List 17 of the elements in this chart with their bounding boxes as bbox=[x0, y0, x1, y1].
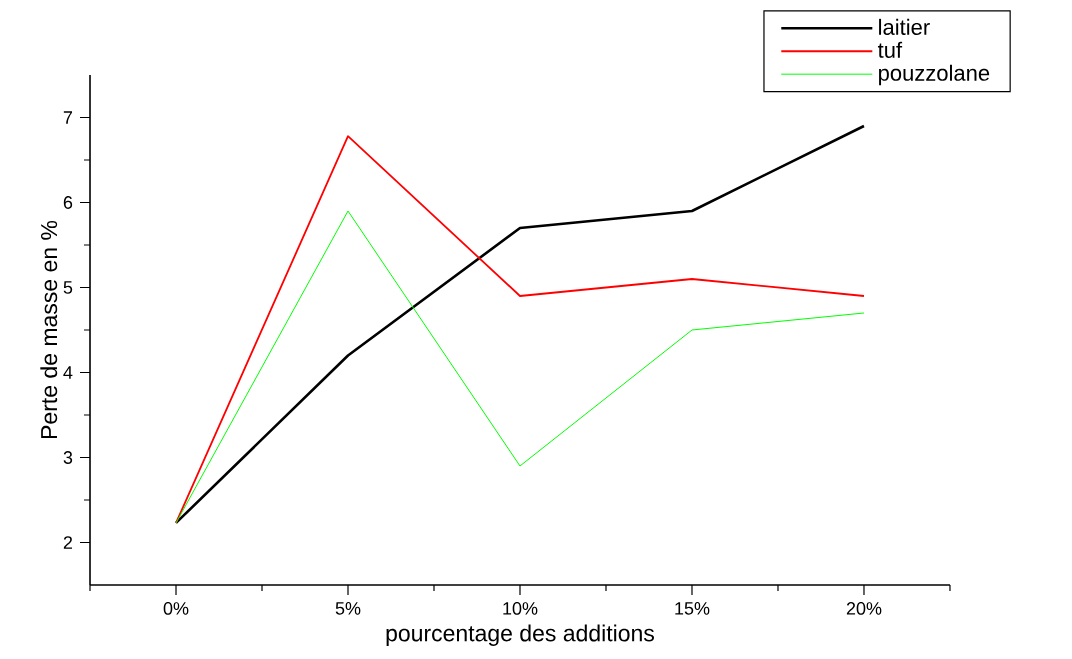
x-tick-label: 5% bbox=[335, 602, 361, 615]
line-series bbox=[175, 210, 865, 524]
x-tick-label: 20% bbox=[846, 602, 882, 615]
legend-label: laitier bbox=[879, 18, 930, 35]
x-tick-label: 0% bbox=[163, 602, 189, 615]
y-axis-title: Perte de masse en % bbox=[40, 220, 58, 439]
x-axis-title: pourcentage des additions bbox=[386, 624, 654, 646]
legend-label: pouzzolane bbox=[879, 64, 990, 86]
legend-label: tuf bbox=[877, 41, 903, 58]
y-tick-label: 2 bbox=[63, 536, 73, 549]
y-tick-label: 6 bbox=[63, 196, 73, 209]
y-tick-label: 5 bbox=[63, 281, 73, 294]
y-tick-label: 4 bbox=[63, 366, 73, 379]
y-tick-label: 7 bbox=[63, 111, 73, 124]
x-tick-label: 15% bbox=[675, 602, 710, 615]
x-tick-label: 10% bbox=[503, 602, 538, 615]
y-tick-label: 3 bbox=[63, 451, 73, 464]
